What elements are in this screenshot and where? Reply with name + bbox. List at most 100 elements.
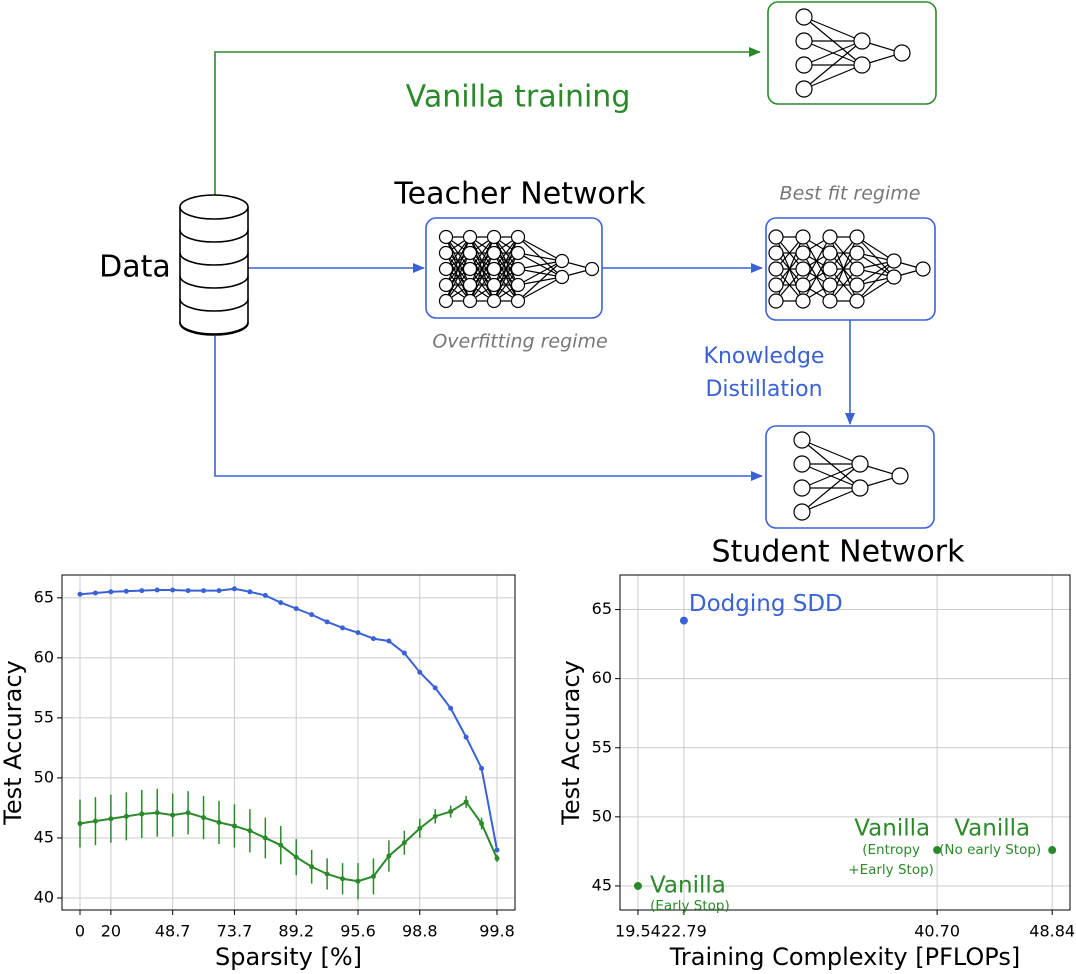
neuron (510, 261, 526, 277)
point (401, 840, 407, 846)
edge (856, 260, 895, 302)
point (278, 842, 284, 848)
point (401, 650, 407, 656)
box (765, 217, 936, 321)
cylinder-ring (179, 252, 249, 266)
edge (803, 64, 863, 90)
neuron (486, 277, 502, 293)
point (417, 669, 423, 675)
point (432, 685, 438, 691)
point (432, 813, 438, 819)
point (108, 816, 114, 822)
box (767, 1, 937, 105)
point (324, 871, 330, 877)
point-label: Vanilla (854, 816, 930, 842)
neuron (768, 261, 784, 277)
point (185, 810, 191, 816)
diagram (179, 1, 937, 529)
y-axis-title: Test Accuracy (0, 660, 27, 825)
point (123, 813, 129, 819)
vanilla-label: Vanilla training (406, 80, 631, 115)
kd-label: Distillation (705, 377, 822, 402)
point (355, 630, 361, 636)
x-axis-title: Sparsity [%] (215, 943, 362, 971)
point (170, 812, 176, 818)
neuron (822, 229, 838, 245)
point (417, 825, 423, 831)
neuron (438, 245, 454, 261)
y-tick-label: 55 (34, 707, 54, 726)
neuron (793, 479, 811, 497)
point-note: (Early Stop) (650, 898, 730, 914)
point (679, 616, 688, 625)
point (309, 864, 315, 870)
point (309, 612, 315, 618)
x-tick-label: 99.8 (479, 922, 515, 941)
point (231, 586, 237, 592)
point (479, 821, 485, 827)
neuron (554, 269, 570, 285)
neuron (793, 455, 811, 473)
point (139, 588, 145, 594)
neuron (795, 8, 813, 26)
point (324, 619, 330, 625)
cylinder-top (179, 194, 249, 220)
edge (801, 463, 861, 513)
y-tick-label: 60 (592, 668, 612, 687)
edge (517, 252, 563, 262)
point (185, 588, 191, 594)
edge (493, 236, 519, 286)
neuron (795, 32, 813, 50)
neuron (851, 455, 869, 473)
x-tick-label: 0 (75, 922, 85, 941)
edge (517, 260, 563, 286)
neuron (438, 293, 454, 309)
chart: 19.54 22.79 40.70 48.84 45 50 55 60 65 Training C… (557, 574, 1075, 971)
neuron (554, 253, 570, 269)
edge (803, 16, 863, 42)
point (386, 853, 392, 859)
x-tick-label: 20 (101, 922, 121, 941)
x-tick-label: 48.7 (155, 922, 191, 941)
neuron (486, 245, 502, 261)
neuron (793, 503, 811, 521)
point (77, 591, 83, 597)
cylinder-ring (179, 298, 249, 312)
neuron (886, 269, 902, 285)
neuron (768, 293, 784, 309)
neuron (462, 277, 478, 293)
box (425, 217, 603, 319)
neuron (768, 245, 784, 261)
x-tick-label: 22.79 (661, 922, 707, 941)
neuron (793, 431, 811, 449)
neuron (853, 56, 871, 74)
neuron (891, 467, 909, 485)
y-tick-label: 65 (592, 599, 612, 618)
neuron (462, 293, 478, 309)
neuron (915, 261, 931, 277)
x-tick-label: 95.6 (340, 922, 376, 941)
regime-label: Overfitting regime (432, 331, 607, 353)
point-note: +Early Stop) (848, 862, 934, 878)
point (340, 876, 346, 882)
point (108, 589, 114, 595)
neuron (851, 479, 869, 497)
neuron (853, 32, 871, 50)
point (293, 606, 299, 612)
neuron (486, 229, 502, 245)
data-label: Data (99, 250, 171, 285)
neuron (886, 253, 902, 269)
point (247, 589, 253, 595)
neuron (510, 277, 526, 293)
student-title: Student Network (712, 535, 966, 570)
y-tick-label: 45 (34, 827, 54, 846)
point (170, 587, 176, 593)
series-line (79, 800, 498, 883)
edge (469, 236, 495, 286)
neuron (795, 56, 813, 74)
edge (802, 252, 831, 302)
point (463, 734, 469, 740)
point-note: (Entropy (862, 842, 920, 858)
series-line (79, 587, 498, 851)
